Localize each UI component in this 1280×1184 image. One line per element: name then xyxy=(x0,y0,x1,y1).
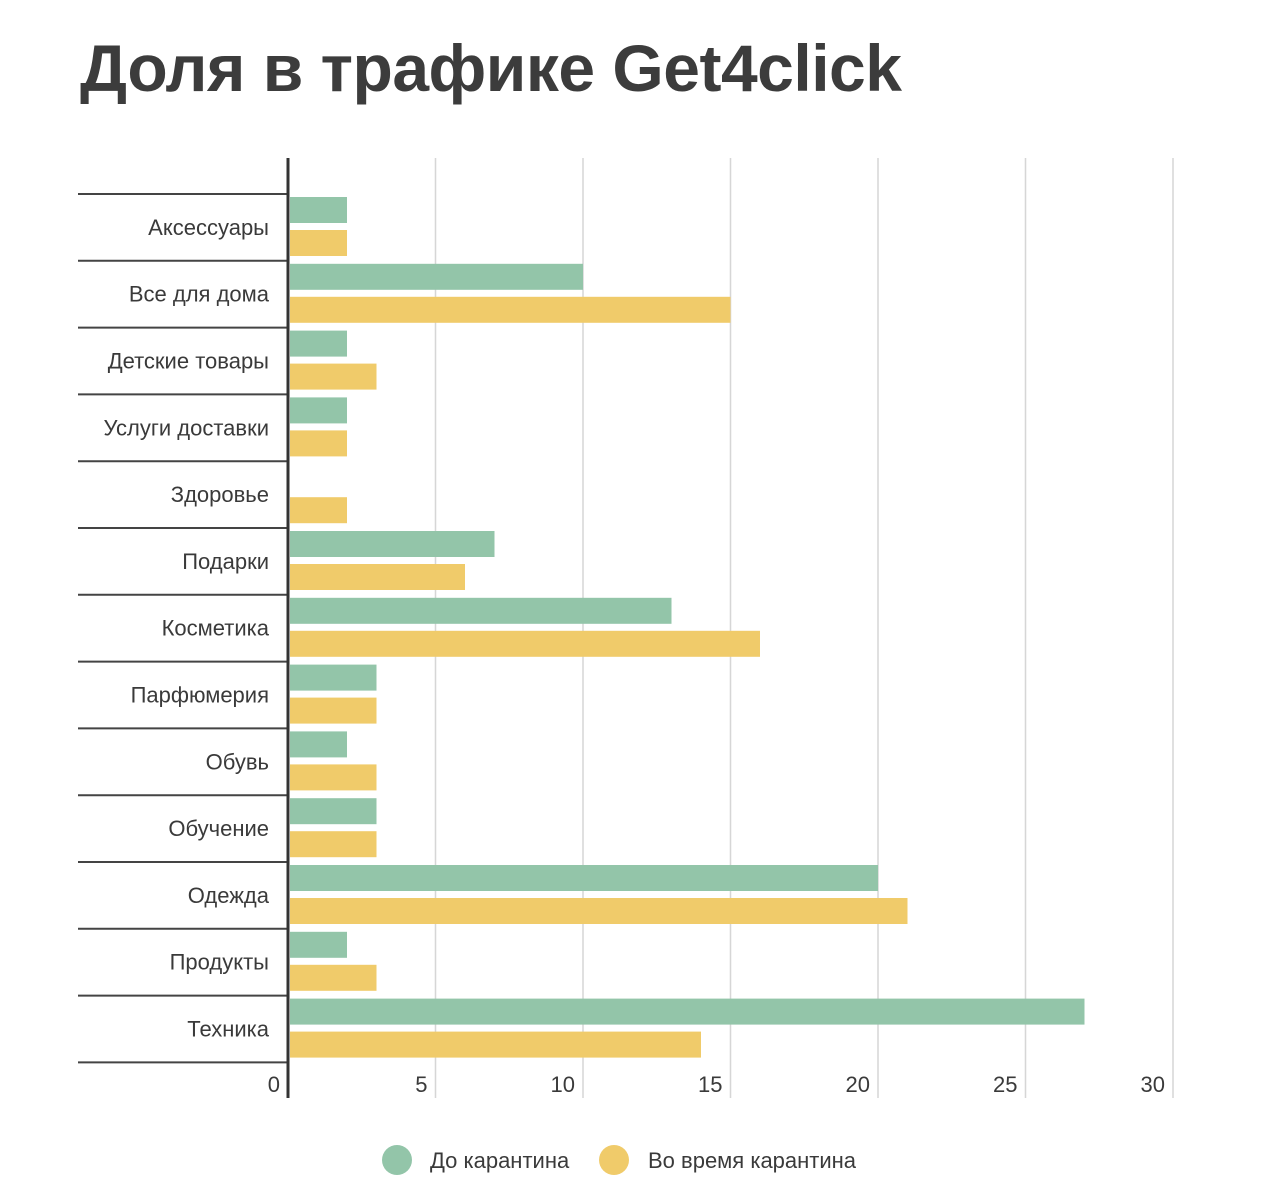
x-tick-label: 25 xyxy=(993,1072,1017,1097)
bar-during-2 xyxy=(290,363,377,390)
bar-before-7 xyxy=(290,664,377,691)
bar-before-10 xyxy=(290,865,878,891)
category-label: Обучение xyxy=(168,816,269,841)
x-tick-label: 15 xyxy=(698,1072,722,1097)
bar-before-2 xyxy=(290,330,347,357)
legend: До карантина Во время карантина xyxy=(382,1145,857,1175)
bar-during-6 xyxy=(290,630,760,657)
bars xyxy=(290,197,1085,1058)
bar-during-4 xyxy=(290,497,347,524)
category-label: Услуги доставки xyxy=(103,415,269,440)
bar-before-3 xyxy=(290,397,347,424)
bar-before-12 xyxy=(290,998,1085,1025)
bar-before-9 xyxy=(290,798,377,825)
bar-before-11 xyxy=(290,931,347,958)
bar-before-1 xyxy=(290,263,583,290)
bar-during-5 xyxy=(290,564,465,590)
category-label: Одежда xyxy=(188,883,270,908)
legend-swatch-before xyxy=(382,1145,412,1175)
bar-during-10 xyxy=(290,898,908,924)
bar-during-12 xyxy=(290,1031,701,1058)
category-label: Детские товары xyxy=(108,349,269,374)
bar-during-11 xyxy=(290,964,377,991)
category-label: Аксессуары xyxy=(148,215,269,240)
bar-during-7 xyxy=(290,697,377,724)
category-label: Здоровье xyxy=(171,482,269,507)
category-label: Обувь xyxy=(206,749,269,774)
legend-label: До карантина xyxy=(430,1148,570,1173)
category-label: Техника xyxy=(187,1017,270,1042)
legend-label: Во время карантина xyxy=(648,1148,857,1173)
bar-before-6 xyxy=(290,597,672,624)
bar-during-1 xyxy=(290,296,731,323)
bar-before-5 xyxy=(290,531,495,557)
x-tick-label: 10 xyxy=(551,1072,575,1097)
bar-during-8 xyxy=(290,764,377,791)
x-tick-labels: 0 5 10 15 20 25 30 xyxy=(268,1072,1165,1097)
category-separators xyxy=(78,193,288,1064)
category-label: Продукты xyxy=(170,950,269,975)
category-labels: Аксессуары Все для дома Детские товары Услу… xyxy=(103,215,269,1042)
bar-during-9 xyxy=(290,831,377,858)
bar-before-8 xyxy=(290,731,347,758)
x-tick-label: 20 xyxy=(846,1072,870,1097)
category-label: Подарки xyxy=(182,549,269,574)
bar-during-0 xyxy=(290,230,347,256)
category-label: Косметика xyxy=(162,616,270,641)
bar-during-3 xyxy=(290,430,347,457)
x-tick-label: 30 xyxy=(1141,1072,1165,1097)
category-label: Все для дома xyxy=(129,282,270,307)
legend-swatch-during xyxy=(599,1145,629,1175)
bar-before-0 xyxy=(290,197,347,223)
x-tick-label: 5 xyxy=(415,1072,427,1097)
category-label: Парфюмерия xyxy=(131,683,269,708)
chart-title: Доля в трафике Get4click xyxy=(80,31,902,105)
x-tick-label: 0 xyxy=(268,1072,280,1097)
